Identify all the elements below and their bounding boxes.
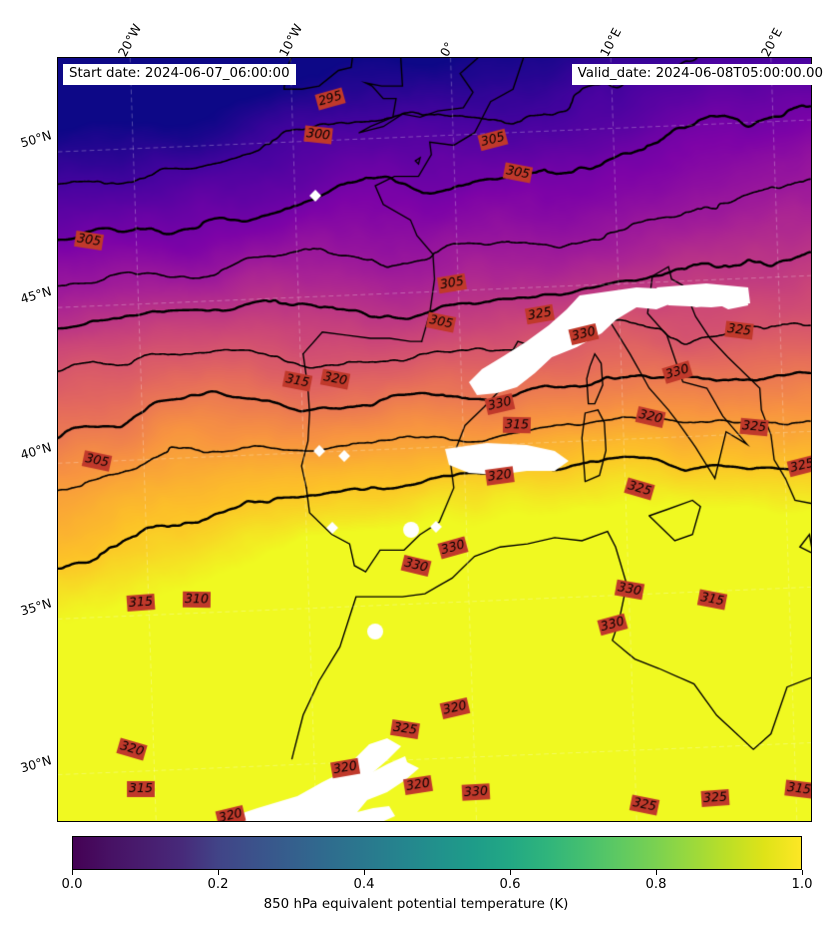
- colorbar-title: 850 hPa equivalent potential temperature…: [263, 897, 569, 912]
- colorbar-tickmark-4: [656, 870, 658, 875]
- lon-tick-1: 10°W: [275, 21, 306, 60]
- lat-tick-1: 45°N: [18, 283, 54, 307]
- start-date-label: Start date: 2024-06-07_06:00:00: [63, 64, 296, 85]
- colorbar-ticklabel-5: 1.0: [791, 877, 813, 892]
- colorbar-gradient: [72, 836, 802, 870]
- lon-tick-4: 20°E: [757, 25, 785, 59]
- equivalent-potential-temperature-field: [58, 58, 811, 821]
- colorbar-tickmark-3: [510, 870, 512, 875]
- colorbar-tickmark-1: [218, 870, 220, 875]
- colorbar-ticklabel-4: 0.8: [645, 877, 667, 892]
- lat-tick-2: 40°N: [18, 439, 54, 463]
- lon-tick-0: 20°W: [115, 21, 145, 60]
- lat-tick-3: 35°N: [18, 595, 54, 619]
- colorbar-ticklabel-1: 0.2: [207, 877, 229, 892]
- colorbar[interactable]: 0.0 0.2 0.4 0.6 0.8 1.0: [62, 836, 812, 892]
- lat-tick-0: 50°N: [18, 127, 54, 151]
- lat-tick-4: 30°N: [18, 751, 54, 775]
- valid-date-label: Valid_date: 2024-06-08T05:00:00.00: [571, 64, 829, 85]
- colorbar-tickmark-5: [802, 870, 804, 875]
- lon-tick-3: 10°E: [596, 25, 625, 59]
- colorbar-tickmark-0: [72, 870, 74, 875]
- colorbar-ticklabel-0: 0.0: [61, 877, 83, 892]
- colorbar-ticklabel-3: 0.6: [499, 877, 521, 892]
- colorbar-tickmark-2: [364, 870, 366, 875]
- map-plot-area[interactable]: [57, 57, 812, 822]
- colorbar-ticklabel-2: 0.4: [353, 877, 375, 892]
